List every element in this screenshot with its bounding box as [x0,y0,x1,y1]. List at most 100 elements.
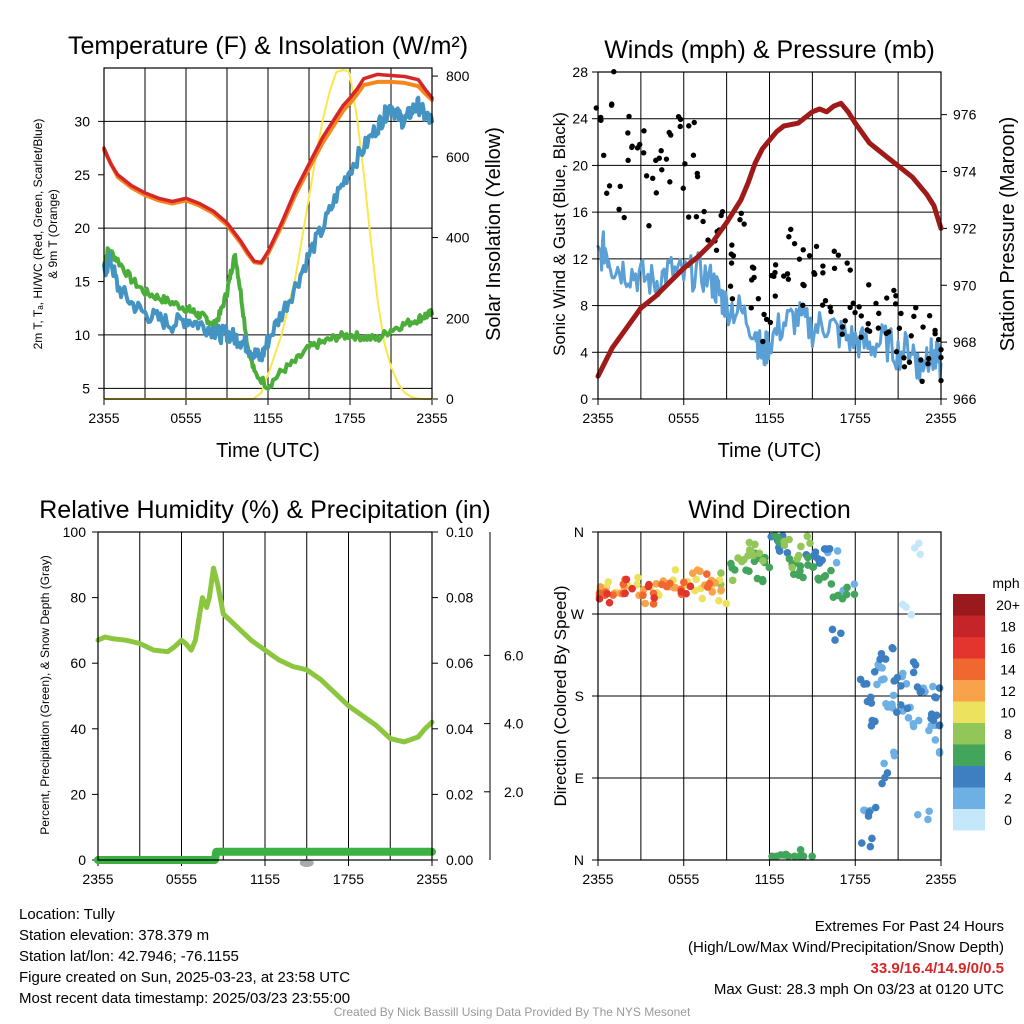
gust-point [680,185,686,191]
gust-point [925,361,931,367]
gust-point [812,271,818,277]
direction-point [850,580,859,588]
legend-swatch [953,701,985,723]
legend-title: mph [992,575,1019,591]
gust-point [801,282,807,289]
x-tick-label: 2355 [582,410,613,426]
direction-point [734,554,742,562]
direction-point [832,558,841,567]
elevation-text: Station elevation: 378.379 m [19,927,210,944]
y-tick-label: 16 [572,204,588,220]
gust-point [737,217,743,223]
gust-point [691,119,697,126]
y-axis-label: Percent, Precipitation (Green), & Snow D… [38,555,52,834]
direction-point [843,583,851,592]
gust-point [686,123,692,129]
gust-point [876,310,882,317]
gust-point [772,262,779,268]
direction-point [609,591,617,599]
direction-point [916,550,925,559]
direction-point [818,556,826,564]
direction-point [775,547,784,555]
direction-point [925,726,933,735]
direction-point [827,566,835,575]
direction-point [925,807,933,816]
gust-point [729,296,736,302]
x-tick-label: 0555 [166,871,197,887]
direction-point [856,675,865,684]
direction-point [780,537,789,546]
direction-point [881,655,890,663]
y-tick-label: 5 [82,380,90,396]
gust-point [786,234,792,240]
panel-1: 2355 0555 1155 1755 2355 Temperature (F) & In… [31,32,505,462]
direction-point [771,531,779,540]
y-tick-label: 20 [74,220,90,236]
gust-point [844,260,850,266]
y2-tick-label: 0.00 [446,852,473,868]
direction-point [688,569,697,577]
gust-point [667,179,673,185]
gust-point [896,325,903,331]
gust-point [653,157,659,164]
direction-point [913,683,922,691]
y2-tick-label: 600 [446,149,470,165]
x-tick-label: 2355 [925,871,956,887]
gust-point [901,364,908,370]
gust-point [741,221,747,227]
direction-point [603,589,611,598]
direction-point [811,548,820,557]
y2-axis-label: Solar Insolation (Yellow) [483,127,505,341]
y2-tick-label: 200 [446,310,470,326]
gust-point [918,357,924,363]
direction-point [649,600,658,608]
gust-point [658,148,664,154]
gust-point [653,190,660,196]
gust-point [852,309,858,316]
direction-point [788,563,797,572]
direction-point [677,588,686,596]
direction-point [808,852,816,861]
gust-point [761,311,767,318]
direction-point [772,852,781,861]
gust-point [694,173,701,180]
direction-point [932,711,941,720]
direction-point [796,846,805,854]
direction-point [857,839,866,847]
direction-point [878,779,886,788]
snow-depth-mark [299,859,314,867]
y-tick-label: 4 [580,344,588,360]
panel-3: 2355 0555 1155 1755 2355 Relative Humidity (%… [38,496,524,887]
direction-point [907,611,916,619]
y2-tick-label: 966 [953,391,977,407]
gust-point [847,267,853,273]
direction-point [897,682,905,690]
direction-point [634,573,642,582]
gust-point [693,214,700,220]
gust-point [718,212,724,219]
direction-point [902,603,911,612]
direction-point [717,569,725,577]
y2-tick-label: 974 [953,164,977,180]
temp-series-line [102,72,434,265]
direction-point [831,636,839,644]
direction-point [621,589,629,598]
legend-swatch [953,637,985,659]
x-tick-label: 0555 [668,871,699,887]
legend-swatch [953,766,985,788]
plot-frame [597,531,942,861]
gust-point [822,298,829,304]
legend-swatch [953,680,985,702]
gust-point [640,150,647,156]
gust-point [820,263,826,269]
direction-point [880,675,888,683]
direction-point [605,598,614,607]
gust-point [677,123,683,130]
y2-tick-label: 0.10 [446,524,473,540]
gust-point [791,240,798,247]
legend-swatch [953,809,985,831]
gust-point [932,330,938,337]
legend-swatch [953,787,985,809]
direction-point [749,551,757,560]
gust-point [751,265,757,271]
